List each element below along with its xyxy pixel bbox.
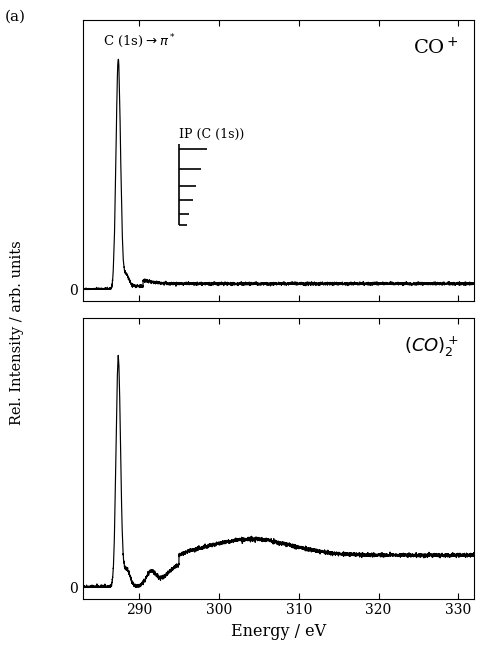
Text: CO$^+$: CO$^+$ [412, 37, 458, 58]
Text: $(CO)_2^+$: $(CO)_2^+$ [403, 334, 458, 359]
Text: Rel. Intensity / arb. units: Rel. Intensity / arb. units [10, 240, 24, 425]
X-axis label: Energy / eV: Energy / eV [231, 623, 325, 640]
Text: C (1s)$\rightarrow\pi^*$: C (1s)$\rightarrow\pi^*$ [103, 32, 176, 50]
Text: (a): (a) [5, 10, 26, 24]
Text: IP (C (1s)): IP (C (1s)) [179, 128, 244, 141]
